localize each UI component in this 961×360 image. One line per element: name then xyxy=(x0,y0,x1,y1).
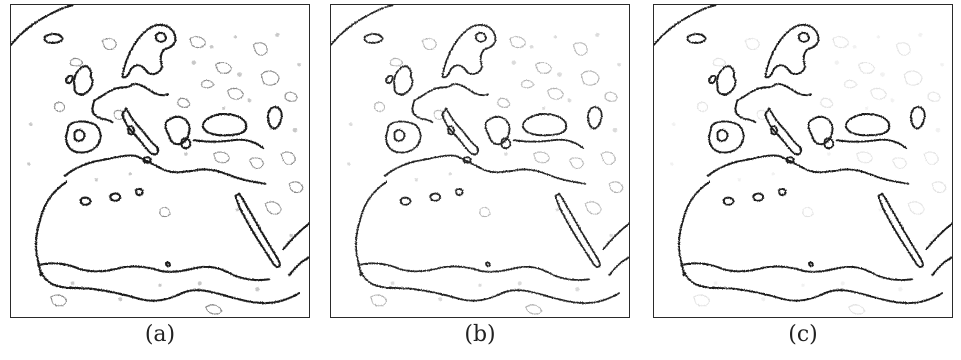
coastline-map-b xyxy=(331,5,629,315)
map-panel-c xyxy=(653,4,953,318)
caption-c: (c) xyxy=(788,322,818,347)
caption-a: (a) xyxy=(144,322,176,347)
caption-b: (b) xyxy=(464,322,496,347)
coastline-map-c xyxy=(654,5,952,315)
coastline-map-a xyxy=(11,5,309,315)
map-panel-a xyxy=(10,4,310,318)
map-panel-b xyxy=(330,4,630,318)
